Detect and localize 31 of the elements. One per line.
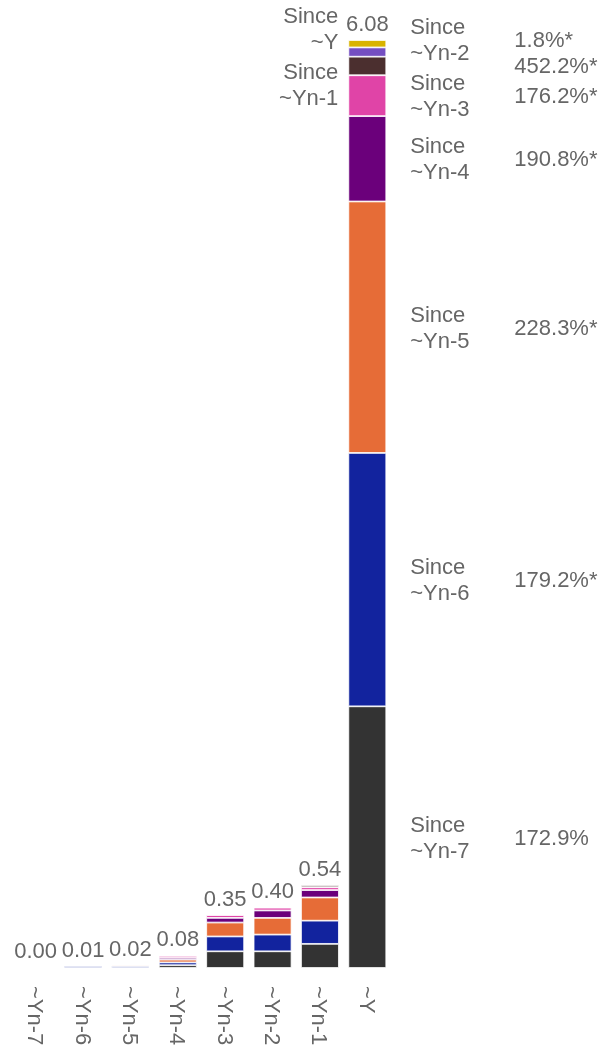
annotation: 0.00 (14, 937, 58, 963)
text: 190.8%* (514, 146, 598, 172)
text: 172.9% (514, 824, 589, 850)
series-label: Since ~Yn-4 (410, 133, 470, 185)
text: 176.2%* (514, 83, 598, 109)
x-tick-label: ~Yn-7 (23, 986, 49, 1046)
x-tick-label: ~Yn-6 (70, 986, 96, 1046)
series-label: Since ~Yn-7 (410, 811, 470, 863)
x-tick-label: ~Yn-3 (212, 986, 238, 1046)
x-tick-label: ~Yn-5 (117, 986, 143, 1046)
x-tick-label: ~Y (354, 986, 380, 1014)
annotation: 6.08 (345, 10, 389, 36)
x-tick-label: ~Yn-2 (260, 986, 286, 1046)
series-label: Since ~Yn-5 (410, 301, 470, 353)
annotation: 0.08 (156, 926, 200, 952)
x-tick-label: ~Yn-4 (165, 986, 191, 1046)
series-label: Since ~Yn-3 (410, 70, 470, 122)
series-label: Since ~Y (283, 2, 339, 54)
series-label: Since ~Yn-6 (410, 554, 470, 606)
text: 1.8%* (514, 27, 574, 53)
series-label: Since ~Yn-1 (279, 58, 339, 110)
annotation: 0.40 (251, 878, 294, 904)
annotation: 0.54 (298, 855, 342, 881)
text: 452.2%* (514, 53, 598, 79)
annotation: 0.35 (203, 885, 247, 911)
annotation: 0.01 (61, 936, 105, 962)
series-label: Since ~Yn-2 (410, 14, 470, 66)
text: 228.3%* (514, 314, 598, 340)
x-tick-label: ~Yn-1 (307, 986, 333, 1046)
text: 179.2%* (514, 567, 598, 593)
annotation: 0.02 (109, 935, 152, 961)
